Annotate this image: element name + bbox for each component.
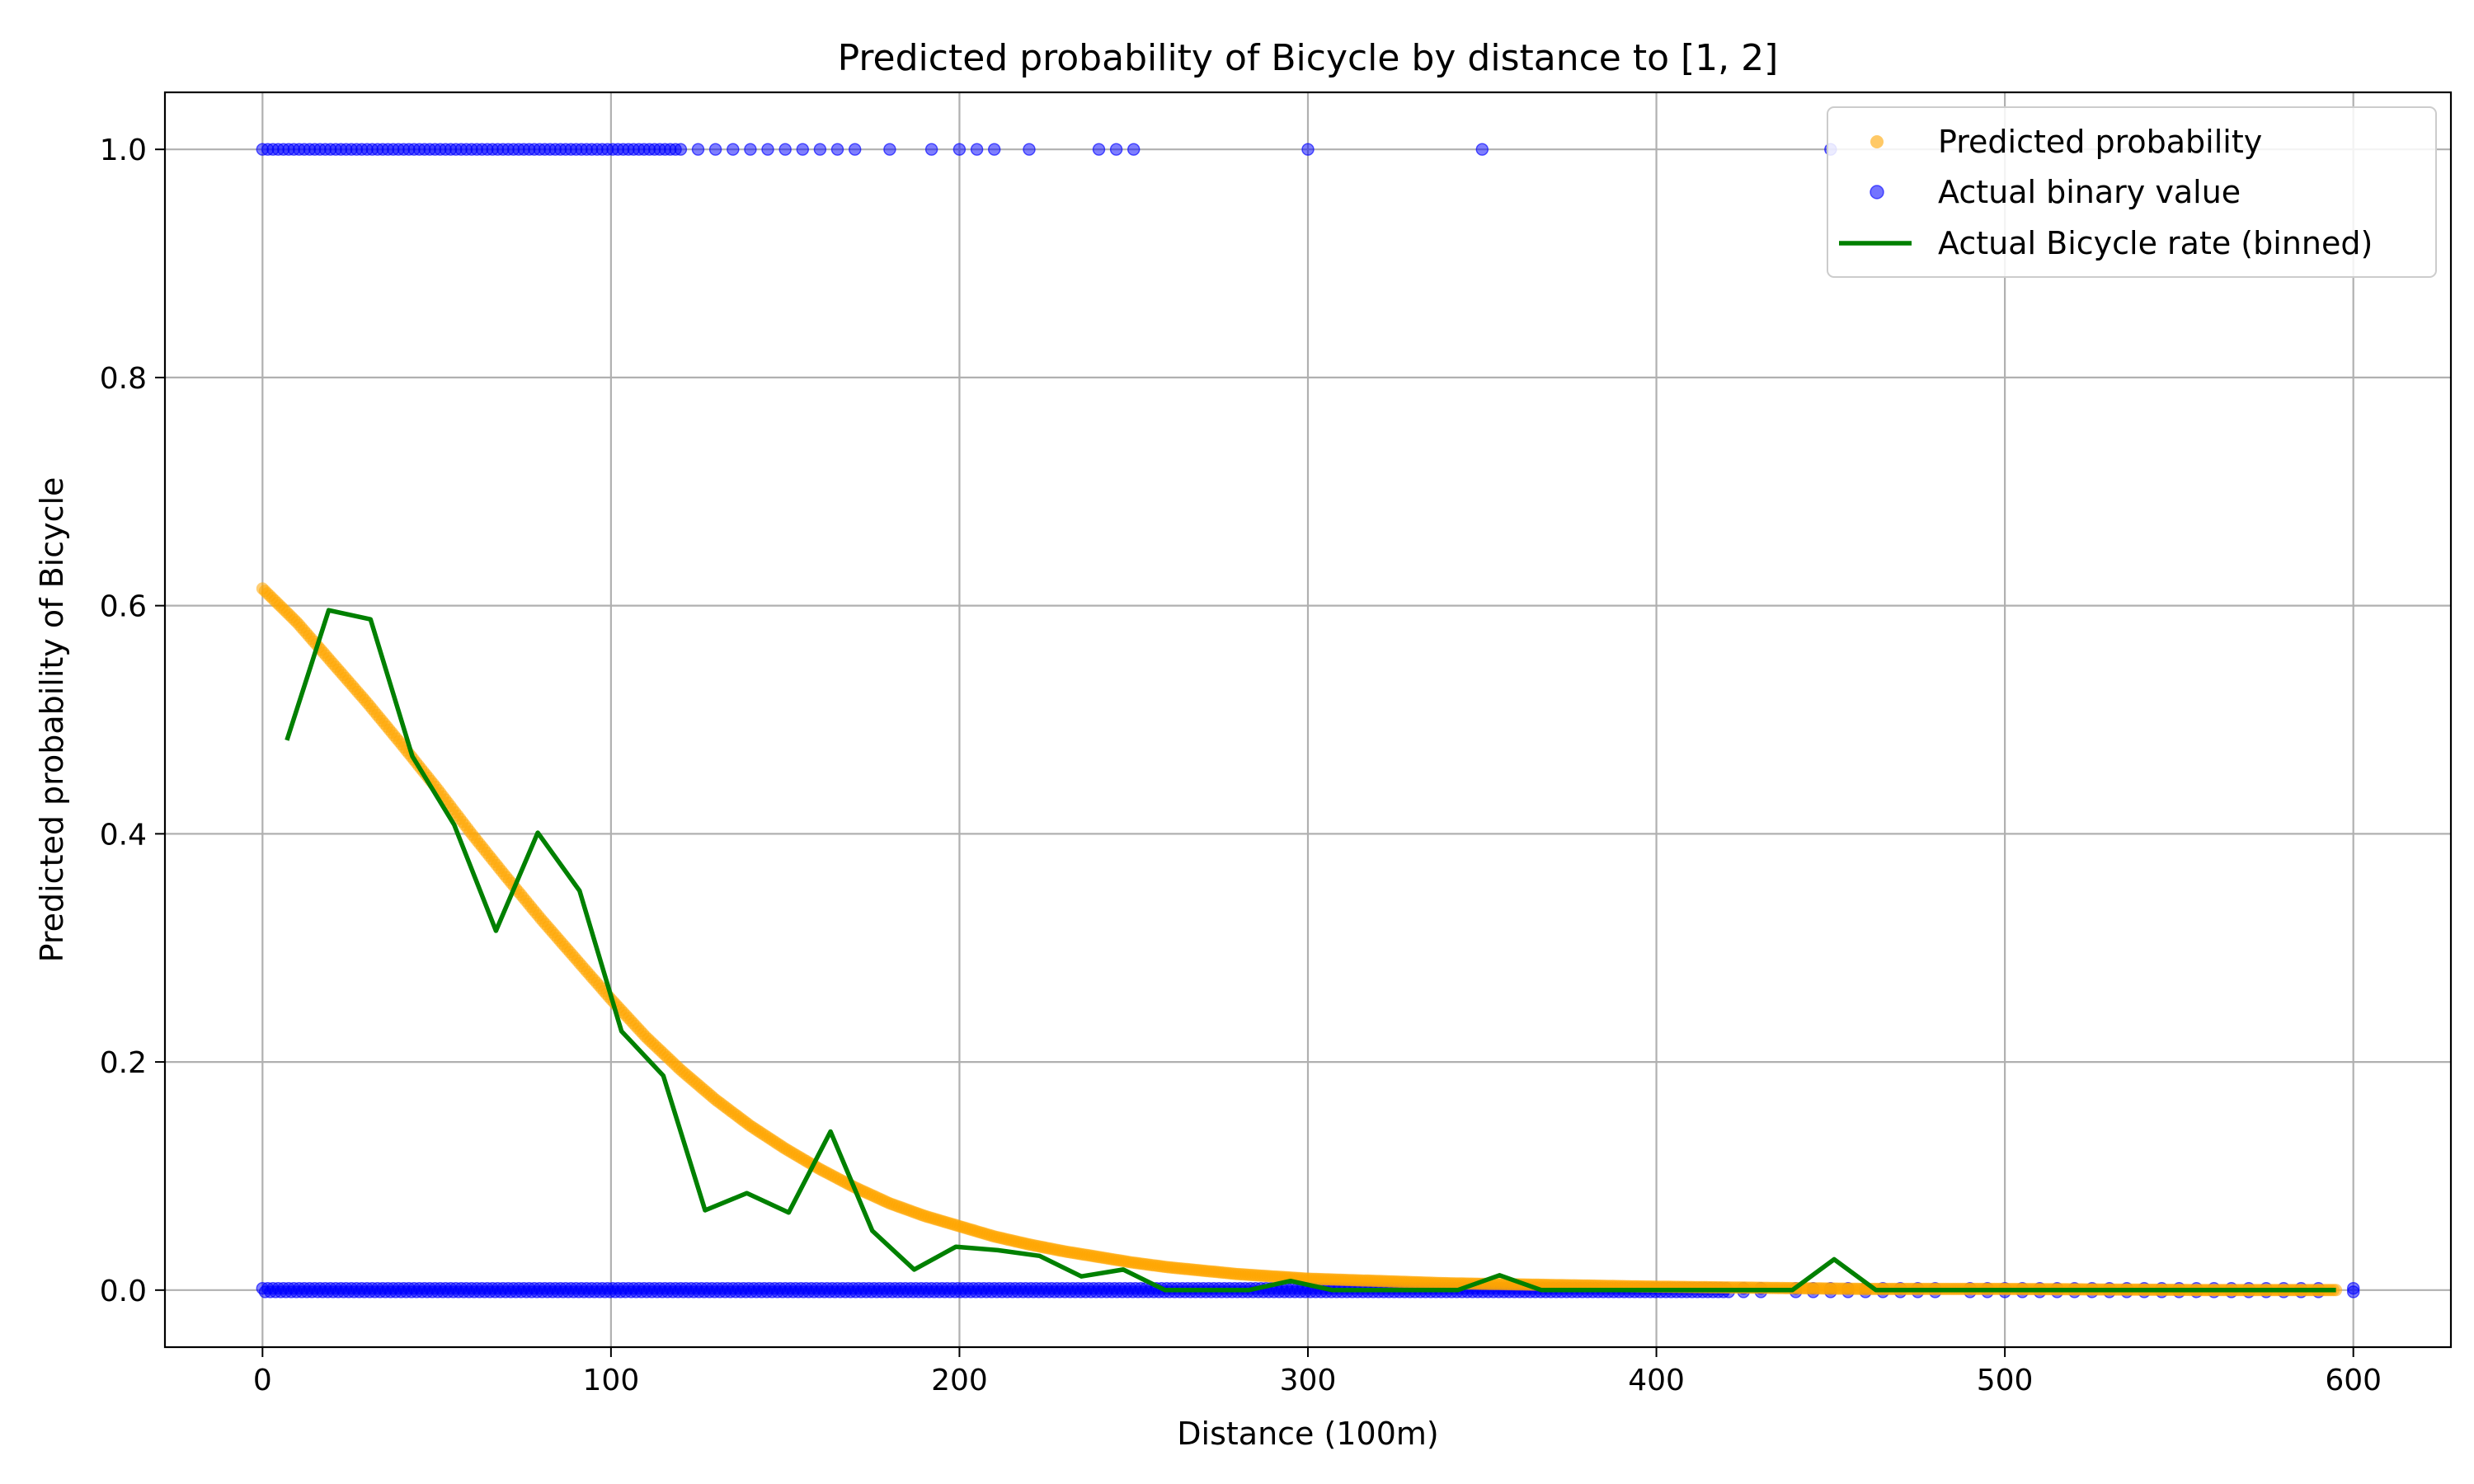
actual-point-one	[1109, 143, 1123, 156]
legend-label-binned: Actual Bicycle rate (binned)	[1938, 225, 2373, 261]
legend-label-predicted: Predicted probability	[1938, 124, 2262, 160]
actual-point-one	[952, 143, 967, 156]
chart-title: Predicted probability of Bicycle by dist…	[838, 37, 1779, 79]
actual-point-one	[1301, 143, 1315, 156]
actual-point-one	[674, 143, 688, 156]
x-tick-label: 0	[253, 1364, 272, 1397]
actual-point-one	[691, 143, 705, 156]
y-axis: 0.0 0.2 0.4 0.6 0.8 1.0	[100, 134, 165, 1308]
legend-label-actual: Actual binary value	[1938, 174, 2241, 210]
y-axis-title: Predicted probability of Bicycle	[34, 477, 70, 963]
actual-point-one	[744, 143, 757, 156]
actual-point-one	[987, 143, 1001, 156]
x-axis-title: Distance (100m)	[1177, 1416, 1438, 1452]
legend-marker-predicted	[1870, 135, 1884, 148]
actual-point-zero	[2346, 1285, 2360, 1298]
actual-point-one	[924, 143, 938, 156]
actual-point-one	[778, 143, 792, 156]
x-tick-label: 300	[1280, 1364, 1337, 1397]
y-tick-label: 0.4	[100, 818, 147, 852]
y-tick-label: 0.2	[100, 1046, 147, 1080]
y-tick-label: 1.0	[100, 134, 147, 167]
x-tick-label: 100	[583, 1364, 640, 1397]
actual-point-one	[848, 143, 862, 156]
x-axis: 0 100 200 300 400 500 600	[253, 1347, 2382, 1397]
binned-rate-line	[285, 608, 2336, 1293]
legend-marker-actual	[1870, 185, 1884, 200]
y-tick-label: 0.8	[100, 362, 147, 396]
actual-point-one	[1475, 143, 1489, 156]
actual-ones-points	[256, 143, 1837, 156]
y-tick-label: 0.0	[100, 1275, 147, 1308]
actual-point-one	[727, 143, 740, 156]
x-tick-label: 200	[931, 1364, 988, 1397]
actual-point-one	[761, 143, 774, 156]
actual-point-one	[1023, 143, 1036, 156]
y-tick-label: 0.6	[100, 590, 147, 624]
actual-point-one	[708, 143, 722, 156]
x-tick-label: 500	[1977, 1364, 2034, 1397]
actual-point-one	[970, 143, 984, 156]
actual-point-one	[813, 143, 827, 156]
legend-box	[1827, 106, 2437, 278]
binned-rate-series-line	[285, 608, 2336, 1293]
actual-point-one	[796, 143, 809, 156]
actual-point-one	[1092, 143, 1106, 156]
x-tick-label: 400	[1628, 1364, 1685, 1397]
legend: Predicted probability Actual binary valu…	[1827, 106, 2437, 278]
actual-point-one	[1126, 143, 1141, 156]
x-tick-label: 600	[2325, 1364, 2382, 1397]
actual-point-one	[830, 143, 844, 156]
actual-point-one	[883, 143, 896, 156]
